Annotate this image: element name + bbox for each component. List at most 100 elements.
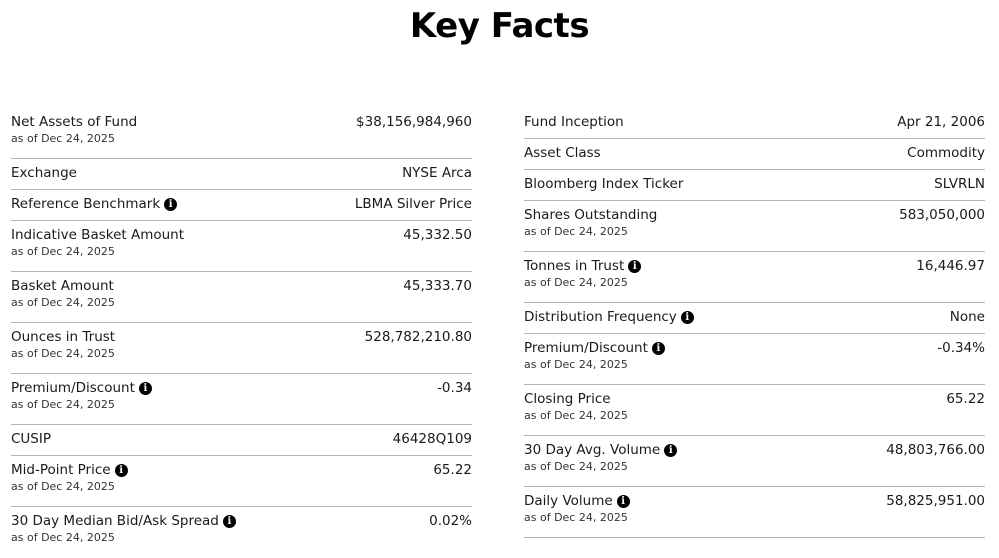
fact-value: 58,825,951.00 — [886, 493, 985, 509]
fact-label-text: Basket Amount — [11, 278, 114, 294]
fact-row-cusip: CUSIP 46428Q109 — [11, 425, 472, 456]
fact-value: SLVRLN — [934, 176, 985, 192]
fact-label-block: Closing Price as of Dec 24, 2025 — [524, 390, 628, 423]
info-icon[interactable]: i — [114, 463, 128, 477]
fact-label-block: Asset Class — [524, 144, 601, 162]
fact-row-bloomberg-index-ticker: Bloomberg Index Ticker SLVRLN — [524, 170, 985, 201]
fact-label-block: Basket Amount as of Dec 24, 2025 — [11, 277, 115, 310]
key-facts-left-column: Net Assets of Fund as of Dec 24, 2025 $38,… — [11, 108, 472, 558]
fact-label-text: Net Assets of Fund — [11, 114, 138, 130]
as-of-date: as of Dec 24, 2025 — [11, 245, 115, 258]
fact-label-text: Indicative Basket Amount — [11, 227, 185, 243]
as-of-date: as of Dec 24, 2025 — [11, 531, 115, 544]
fact-value: 45,332.50 — [403, 227, 472, 243]
as-of-date: as of Dec 24, 2025 — [524, 511, 628, 524]
fact-value: 16,446.97 — [916, 258, 985, 274]
info-icon[interactable]: i — [138, 381, 152, 395]
fact-value: LBMA Silver Price — [354, 196, 472, 212]
fact-label-text: 30 Day Median Bid/Ask Spread — [11, 513, 219, 529]
fact-label: Basket Amount — [11, 277, 115, 295]
fact-label-text: Premium/Discount — [11, 380, 135, 396]
as-of-date: as of Dec 24, 2025 — [11, 480, 115, 493]
fact-label-block: Premium/Discount i as of Dec 24, 2025 — [11, 379, 152, 412]
fact-label-text: 30 Day Avg. Volume — [524, 442, 661, 458]
fact-value: $38,156,984,960 — [356, 114, 472, 130]
page-title: Key Facts — [409, 6, 590, 46]
fact-value: 583,050,000 — [899, 207, 985, 223]
fact-label-text: Daily Volume — [524, 493, 613, 509]
as-of-date: as of Dec 24, 2025 — [11, 398, 115, 411]
fact-value: 528,782,210.80 — [364, 329, 472, 345]
fact-row-reference-benchmark: Reference Benchmark i LBMA Silver Price — [11, 190, 472, 221]
fact-label-text: Fund Inception — [524, 114, 624, 130]
fact-label: Premium/Discount i — [524, 339, 665, 357]
fact-label-block: Indicative Basket Amount as of Dec 24, 20… — [11, 226, 184, 259]
info-icon[interactable]: i — [616, 494, 630, 508]
fact-label-text: Exchange — [11, 165, 77, 181]
fact-label-text: Bloomberg Index Ticker — [524, 176, 684, 192]
fact-value: 45,333.70 — [403, 278, 472, 294]
fact-label: Shares Outstanding — [524, 206, 657, 224]
fact-label-block: Net Assets of Fund as of Dec 24, 2025 — [11, 113, 137, 146]
fact-label: Asset Class — [524, 144, 601, 162]
fact-label-block: Bloomberg Index Ticker — [524, 175, 683, 193]
fact-label-block: Reference Benchmark i — [11, 195, 178, 213]
fact-label: Reference Benchmark i — [11, 195, 178, 213]
fact-label-text: CUSIP — [11, 431, 51, 447]
fact-row-30-day-avg-volume: 30 Day Avg. Volume i as of Dec 24, 2025 48,… — [524, 436, 985, 487]
fact-label-block: Fund Inception — [524, 113, 624, 131]
fact-label: Premium/Discount i — [11, 379, 152, 397]
fact-value: -0.34% — [937, 340, 985, 356]
fact-row-ounces-in-trust: Ounces in Trust as of Dec 24, 2025 528,782… — [11, 323, 472, 374]
fact-value: None — [949, 309, 985, 325]
fact-label: Mid-Point Price i — [11, 461, 128, 479]
fact-label-block: CUSIP — [11, 430, 51, 448]
fact-row-indicative-basket-amount: Indicative Basket Amount as of Dec 24, 20… — [11, 221, 472, 272]
info-icon[interactable]: i — [651, 341, 665, 355]
fact-label-block: Ounces in Trust as of Dec 24, 2025 — [11, 328, 115, 361]
fact-row-30-day-median-bid-ask-spread: 30 Day Median Bid/Ask Spread i as of Dec 2… — [11, 507, 472, 558]
info-icon[interactable]: i — [680, 310, 694, 324]
as-of-date: as of Dec 24, 2025 — [11, 347, 115, 360]
fact-row-closing-price: Closing Price as of Dec 24, 2025 65.22 — [524, 385, 985, 436]
fact-label-block: 30 Day Avg. Volume i as of Dec 24, 2025 — [524, 441, 678, 474]
fact-row-distribution-frequency: Distribution Frequency i None — [524, 303, 985, 334]
fact-label-text: Distribution Frequency — [524, 309, 677, 325]
fact-label-text: Shares Outstanding — [524, 207, 658, 223]
as-of-date: as of Dec 24, 2025 — [524, 460, 628, 473]
fact-label: Indicative Basket Amount — [11, 226, 184, 244]
fact-value: Apr 21, 2006 — [897, 114, 985, 130]
info-icon[interactable]: i — [164, 197, 178, 211]
fact-value: 46428Q109 — [392, 431, 472, 447]
fact-row-shares-outstanding: Shares Outstanding as of Dec 24, 2025 583,… — [524, 201, 985, 252]
as-of-date: as of Dec 24, 2025 — [524, 358, 628, 371]
fact-value: 65.22 — [433, 462, 472, 478]
fact-label-block: Tonnes in Trust i as of Dec 24, 2025 — [524, 257, 642, 290]
fact-label: Fund Inception — [524, 113, 624, 131]
fact-row-premium-discount: Premium/Discount i as of Dec 24, 2025 -0.34 — [11, 374, 472, 425]
fact-label: 30 Day Median Bid/Ask Spread i — [11, 512, 236, 530]
fact-label-text: Closing Price — [524, 391, 611, 407]
fact-row-net-assets-of-fund: Net Assets of Fund as of Dec 24, 2025 $38,… — [11, 108, 472, 159]
key-facts-right-column: Fund Inception Apr 21, 2006 Asset Class Com… — [524, 108, 985, 538]
fact-label-text: Mid-Point Price — [11, 462, 111, 478]
fact-value: 48,803,766.00 — [886, 442, 985, 458]
fact-label: CUSIP — [11, 430, 51, 448]
fact-label-text: Asset Class — [524, 145, 601, 161]
as-of-date: as of Dec 24, 2025 — [524, 276, 628, 289]
info-icon[interactable]: i — [222, 514, 236, 528]
fact-label-block: Distribution Frequency i — [524, 308, 694, 326]
info-icon[interactable]: i — [628, 259, 642, 273]
as-of-date: as of Dec 24, 2025 — [11, 132, 115, 145]
fact-label-block: Exchange — [11, 164, 77, 182]
fact-label: Exchange — [11, 164, 77, 182]
as-of-date: as of Dec 24, 2025 — [11, 296, 115, 309]
fact-label-block: Premium/Discount i as of Dec 24, 2025 — [524, 339, 665, 372]
fact-row-daily-volume: Daily Volume i as of Dec 24, 2025 58,825,95… — [524, 487, 985, 538]
fact-label: Tonnes in Trust i — [524, 257, 642, 275]
info-icon[interactable]: i — [664, 443, 678, 457]
fact-label-block: 30 Day Median Bid/Ask Spread i as of Dec 2… — [11, 512, 236, 545]
fact-label-block: Shares Outstanding as of Dec 24, 2025 — [524, 206, 657, 239]
fact-label-text: Premium/Discount — [524, 340, 648, 356]
fact-label: Ounces in Trust — [11, 328, 115, 346]
